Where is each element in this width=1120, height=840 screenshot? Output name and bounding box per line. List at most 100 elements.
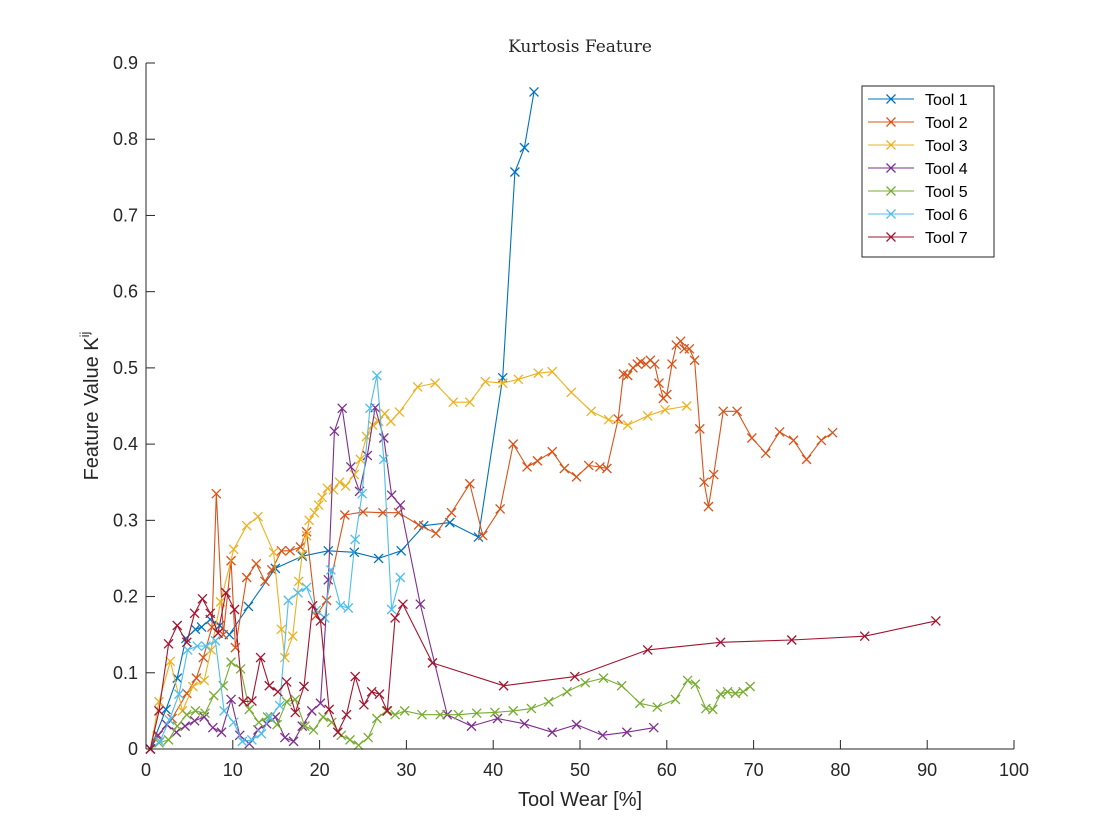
series-7-point bbox=[427, 657, 438, 668]
series-1-point bbox=[509, 167, 520, 177]
legend-label: Tool 5 bbox=[925, 184, 968, 201]
series-5-point bbox=[526, 703, 537, 714]
series-2-point bbox=[259, 576, 270, 587]
legend-entry-4: Tool 4 bbox=[868, 161, 968, 178]
series-2-point bbox=[667, 359, 677, 370]
series-7-point bbox=[332, 727, 343, 738]
series-2-point bbox=[446, 507, 457, 518]
series-5-point bbox=[262, 712, 273, 722]
series-7-point bbox=[859, 631, 870, 642]
series-3-point bbox=[533, 368, 544, 379]
legend-label: Tool 2 bbox=[925, 115, 968, 132]
series-2-point bbox=[285, 545, 296, 556]
x-tick-label: 40 bbox=[483, 760, 503, 780]
series-4-point bbox=[189, 715, 200, 726]
series-2-point bbox=[477, 530, 488, 541]
series-7-point bbox=[307, 600, 318, 611]
series-7-point bbox=[172, 620, 183, 631]
series-4-point bbox=[216, 727, 227, 738]
series-7-point bbox=[786, 635, 797, 645]
series-7-point bbox=[299, 681, 309, 692]
legend-marker bbox=[886, 140, 896, 150]
series-6-point bbox=[357, 488, 368, 499]
series-layer bbox=[145, 87, 941, 754]
series-5-point bbox=[390, 709, 401, 720]
legend-box bbox=[861, 85, 995, 258]
series-1-point bbox=[190, 624, 201, 635]
series-6-point bbox=[395, 572, 406, 583]
series-5-point bbox=[580, 677, 591, 688]
series-3-point bbox=[328, 484, 339, 495]
series-5-point bbox=[281, 696, 292, 707]
y-tick-label: 0.9 bbox=[113, 53, 138, 73]
series-2-point bbox=[816, 435, 827, 446]
series-5-point bbox=[399, 705, 410, 716]
series-5-point bbox=[208, 690, 219, 701]
series-2-point bbox=[532, 455, 543, 466]
series-4-point bbox=[597, 730, 608, 741]
y-tick-label: 0.6 bbox=[113, 282, 138, 302]
series-6-point bbox=[256, 728, 267, 739]
series-3-point bbox=[276, 624, 287, 635]
series-4-point bbox=[288, 736, 299, 747]
x-tick-label: 100 bbox=[999, 760, 1029, 780]
series-3-point bbox=[313, 500, 324, 511]
series-4-point bbox=[315, 698, 326, 709]
series-4-point bbox=[226, 694, 237, 705]
series-3-point bbox=[297, 549, 308, 560]
series-5-point bbox=[634, 698, 645, 709]
series-1-point bbox=[519, 142, 530, 153]
series-2-point bbox=[413, 519, 424, 530]
legend-marker bbox=[886, 163, 896, 173]
series-6-point bbox=[335, 600, 346, 611]
legend-label: Tool 4 bbox=[925, 161, 968, 178]
y-axis-label-superscript: ij bbox=[77, 331, 92, 337]
legend-marker bbox=[886, 232, 896, 242]
y-axis-label: Feature Value Kij bbox=[77, 331, 103, 480]
series-3-point bbox=[394, 407, 405, 418]
series-2-point bbox=[301, 526, 312, 537]
series-2-point bbox=[547, 446, 558, 457]
series-4-point bbox=[345, 462, 356, 472]
series-3-point bbox=[642, 410, 653, 421]
series-3-point bbox=[513, 374, 524, 385]
series-3-point bbox=[340, 481, 351, 491]
series-7-point bbox=[264, 680, 275, 691]
series-5-point bbox=[226, 657, 237, 668]
series-2-point bbox=[654, 378, 664, 389]
series-6-point bbox=[237, 736, 248, 747]
series-6-point bbox=[210, 635, 221, 646]
series-3-point bbox=[622, 420, 633, 431]
series-5-point bbox=[690, 679, 701, 690]
series-3-point bbox=[241, 520, 252, 531]
series-5-point bbox=[508, 705, 519, 716]
series-1-point bbox=[323, 545, 334, 556]
legend-marker bbox=[886, 94, 896, 104]
series-5-point bbox=[308, 724, 319, 735]
series-4-point bbox=[492, 713, 503, 724]
series-4-point bbox=[337, 403, 348, 414]
series-7-point bbox=[642, 644, 653, 655]
series-5-point bbox=[670, 694, 681, 705]
series-5-point bbox=[244, 704, 255, 715]
series-3-point bbox=[412, 381, 423, 392]
series-5-point bbox=[543, 696, 554, 707]
series-4-point bbox=[180, 721, 191, 732]
series-5-point bbox=[371, 713, 382, 724]
series-5-point bbox=[417, 709, 427, 720]
series-7-point bbox=[569, 671, 580, 682]
series-3-point bbox=[287, 631, 298, 642]
series-5-point bbox=[190, 705, 201, 716]
series-3-point bbox=[228, 544, 239, 555]
series-3-point bbox=[547, 366, 558, 377]
legend-marker bbox=[886, 117, 896, 127]
legend-entry-6: Tool 6 bbox=[868, 207, 968, 224]
legend-label: Tool 1 bbox=[925, 92, 968, 109]
series-6-point bbox=[350, 534, 361, 545]
series-7-point bbox=[272, 686, 283, 697]
series-7-point bbox=[189, 608, 200, 619]
series-5-point bbox=[707, 704, 718, 715]
legend-label: Tool 7 bbox=[925, 230, 968, 247]
series-4-point bbox=[207, 722, 218, 733]
